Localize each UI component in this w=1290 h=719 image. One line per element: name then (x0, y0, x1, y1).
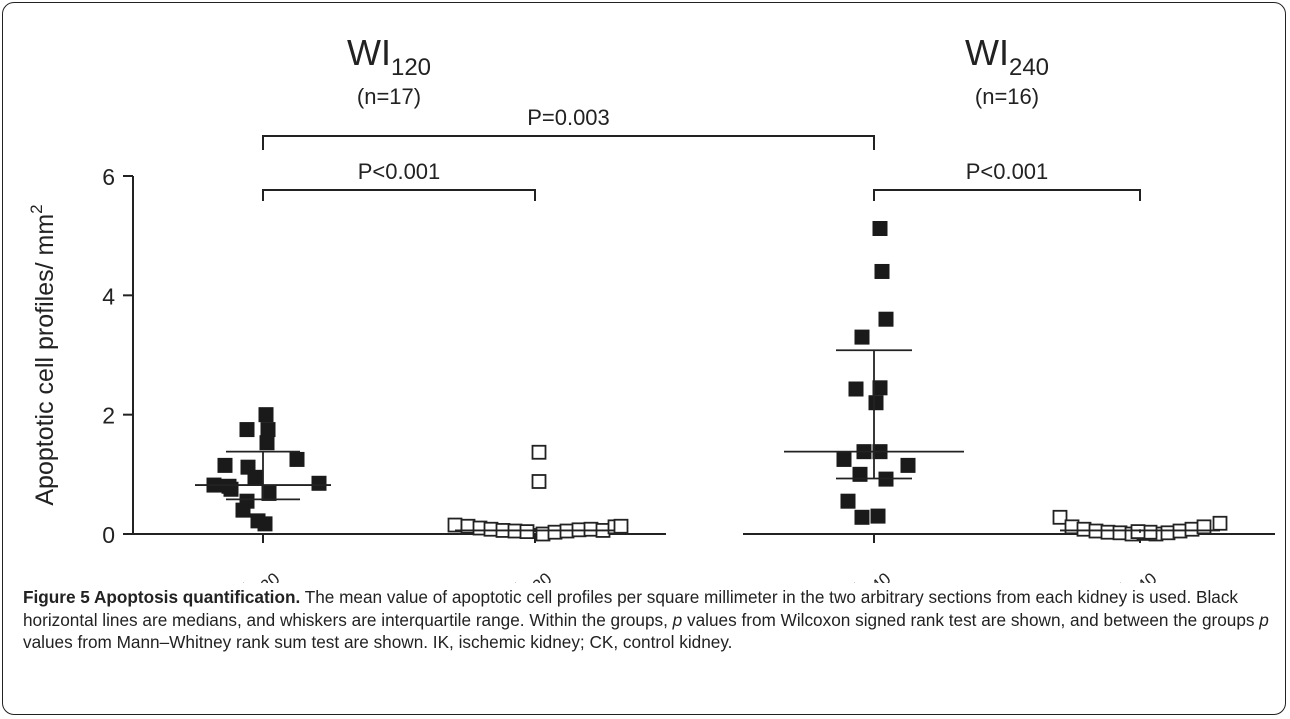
data-point-open (521, 525, 534, 538)
caption-text-3: values from Mann–Whitney rank sum test a… (23, 632, 732, 652)
chart-plot: 0 2 4 6 Apoptotic cell profiles/ mm2 WI120 (n=… (3, 3, 1286, 583)
data-point-filled (855, 510, 870, 525)
data-point-filled (222, 479, 237, 494)
within-group-bracket (874, 190, 1140, 201)
within-group-p-value: P<0.001 (966, 159, 1049, 184)
data-point-open (1144, 526, 1157, 539)
group-n-label: (n=17) (357, 84, 421, 109)
data-point-filled (901, 458, 916, 473)
data-point-open (533, 446, 546, 459)
data-point-open (1198, 520, 1211, 533)
x-tick-label: CK240 (1093, 560, 1160, 583)
data-point-filled (841, 494, 856, 509)
data-point-filled (312, 476, 327, 491)
y-tick-label: 0 (102, 522, 115, 548)
caption-p-italic-2: p (1259, 610, 1269, 630)
data-point-filled (261, 422, 276, 437)
data-point-open (1132, 525, 1145, 538)
data-point-filled (218, 458, 233, 473)
group-title: WI120 (347, 32, 431, 81)
data-point-filled (241, 460, 256, 475)
y-tick-label: 2 (102, 403, 115, 429)
data-point-filled (853, 467, 868, 482)
data-point-open (1078, 523, 1091, 536)
data-point-filled (869, 395, 884, 410)
data-point-open (1186, 523, 1199, 536)
caption-text-2: values from Wilcoxon signed rank test ar… (682, 610, 1259, 630)
data-point-open (1214, 517, 1227, 530)
data-point-filled (879, 312, 894, 327)
x-tick-label: IK240 (835, 560, 894, 583)
data-point-filled (837, 452, 852, 467)
data-point-open (585, 523, 598, 536)
data-point-open (537, 528, 550, 541)
data-point-open (1114, 526, 1127, 539)
within-group-bracket (263, 190, 535, 201)
data-point-filled (259, 407, 274, 422)
figure-caption: Figure 5 Apoptosis quantification. The m… (23, 586, 1273, 654)
data-point-filled (260, 435, 275, 450)
data-point-open (549, 526, 562, 539)
x-tick-label: IK120 (224, 560, 283, 583)
caption-title: Figure 5 Apoptosis quantification. (23, 587, 300, 607)
caption-p-italic: p (673, 610, 683, 630)
between-group-p-value: P=0.003 (527, 105, 610, 130)
data-point-filled (875, 264, 890, 279)
data-point-filled (855, 330, 870, 345)
y-tick-label: 6 (102, 164, 115, 190)
y-tick-label: 4 (102, 283, 115, 309)
data-point-filled (871, 509, 886, 524)
within-group-p-value: P<0.001 (358, 159, 441, 184)
data-point-open (1102, 526, 1115, 539)
data-point-open (615, 520, 628, 533)
group-n-label: (n=16) (975, 84, 1039, 109)
data-point-filled (240, 494, 255, 509)
group-title: WI240 (965, 32, 1049, 81)
data-point-open (1066, 520, 1079, 533)
data-point-filled (849, 382, 864, 397)
data-point-open (1162, 526, 1175, 539)
data-point-filled (240, 422, 255, 437)
data-point-filled (251, 513, 266, 528)
data-point-open (533, 475, 546, 488)
between-group-bracket (263, 136, 874, 150)
data-point-open (485, 523, 498, 536)
data-point-filled (290, 452, 305, 467)
data-point-filled (873, 221, 888, 236)
data-point-open (1054, 511, 1067, 524)
x-tick-label: CK120 (488, 560, 555, 583)
y-axis-label: Apoptotic cell profiles/ mm2 (27, 204, 59, 505)
